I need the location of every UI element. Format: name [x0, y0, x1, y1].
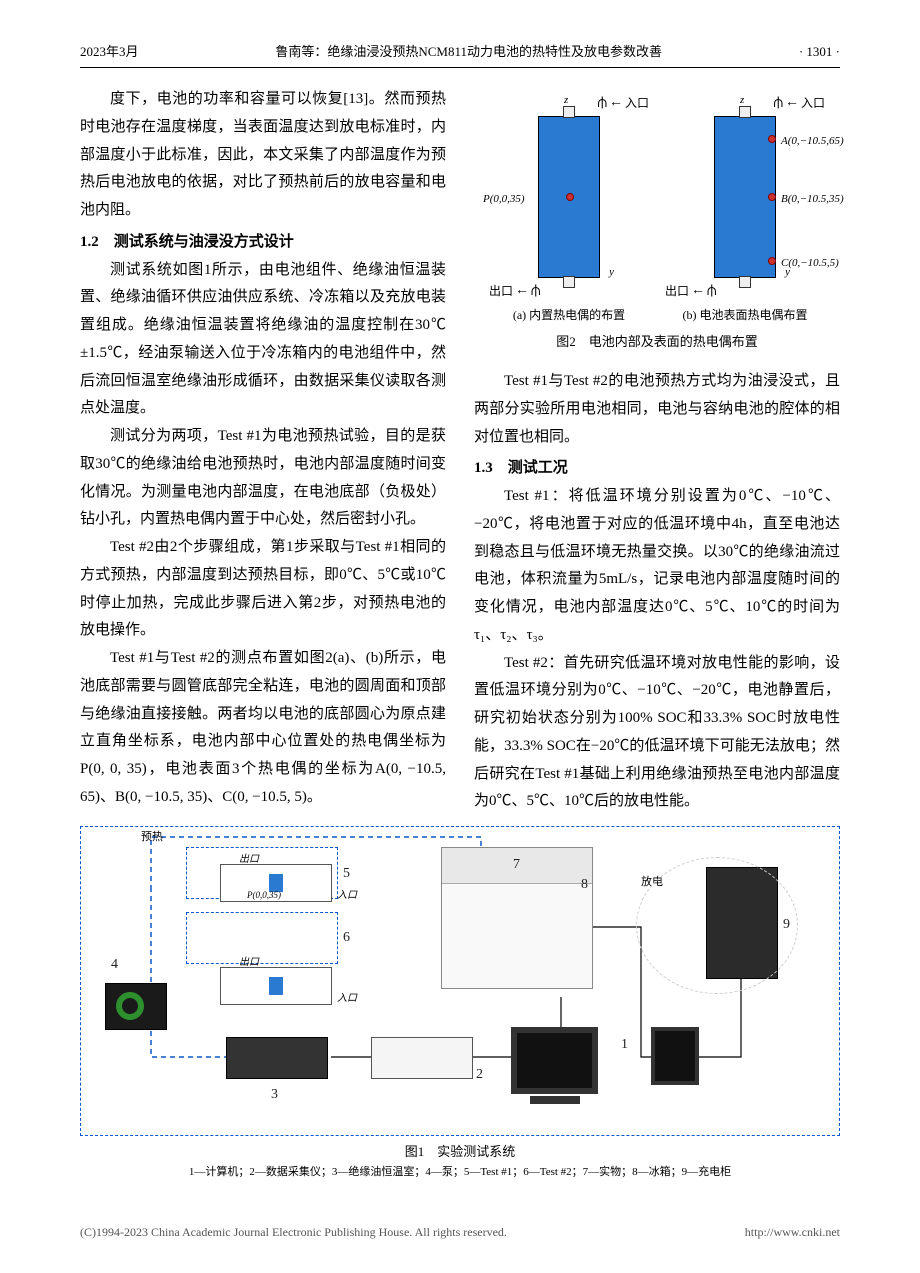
fig2b-caption: (b) 电池表面热电偶布置: [683, 304, 808, 326]
figure-1: 预热 出口 入口 P(0,0,35) 出口 入口 放电: [80, 826, 840, 1136]
fig1-legend: 1—计算机；2—数据采集仪；3—绝缘油恒温室；4—泵；5—Test #1；6—T…: [80, 1164, 840, 1181]
para: 测试系统如图1所示，由电池组件、绝缘油恒温装置、绝缘油循环供应油供应系统、冷冻箱…: [80, 257, 446, 424]
thermocouple-point: [566, 193, 574, 201]
page-footer: (C)1994-2023 China Academic Journal Elec…: [80, 1221, 840, 1243]
num-3: 3: [271, 1082, 278, 1108]
two-columns: 度下，电池的功率和容量可以恢复[13]。然而预热时电池存在温度梯度，当表面温度达…: [80, 86, 840, 816]
inlet-arrow-icon: ←: [609, 90, 623, 116]
para: Test #1与Test #2的测点布置如图2(a)、(b)所示，电池底部需要与…: [80, 645, 446, 812]
computer-icon: [511, 1027, 598, 1104]
spring-icon: ⫛: [597, 95, 607, 111]
num-2: 2: [476, 1062, 483, 1088]
axis-z: z: [740, 90, 744, 110]
section-1-2: 1.2 测试系统与油浸没方式设计: [80, 229, 446, 257]
out-lbl: 出口: [239, 954, 259, 973]
num-1: 1: [621, 1032, 628, 1058]
out-lbl: 出口: [239, 851, 259, 870]
outlet-arrow-icon: ←: [691, 278, 705, 304]
discharge-group: [636, 857, 798, 994]
in-lbl: 入口: [337, 990, 357, 1009]
page-header: 2023年3月 鲁南等：绝缘油浸没预热NCM811动力电池的热特性及放电参数改善…: [80, 40, 840, 68]
spring-icon: ⫛: [773, 95, 783, 111]
outlet-arrow-icon: ←: [515, 278, 529, 304]
point-A: A(0,−10.5,65): [781, 131, 844, 151]
para: Test #2由2个步骤组成，第1步采取与Test #1相同的方式预热，内部温度…: [80, 534, 446, 645]
axis-y: y: [785, 262, 790, 282]
battery-test2: 出口 入口: [220, 967, 332, 1005]
para: 测试分为两项，Test #1为电池预热试验，目的是获取30℃的绝缘油给电池预热时…: [80, 423, 446, 534]
left-column: 度下，电池的功率和容量可以恢复[13]。然而预热时电池存在温度梯度，当表面温度达…: [80, 86, 446, 816]
outlet-label: 出口: [489, 280, 513, 302]
copyright: (C)1994-2023 China Academic Journal Elec…: [80, 1221, 507, 1243]
fig2-panel-a: ⫛ ← 入口 P(0,0,35) z y 出口 ←: [489, 90, 649, 326]
axis-y: y: [609, 262, 614, 282]
P-lbl: P(0,0,35): [247, 887, 281, 904]
para: 度下，电池的功率和容量可以恢复[13]。然而预热时电池存在温度梯度，当表面温度达…: [80, 86, 446, 225]
header-date: 2023年3月: [80, 40, 139, 64]
inlet-arrow-icon: ←: [785, 90, 799, 116]
num-5: 5: [343, 861, 350, 887]
battery-b: A(0,−10.5,65) B(0,−10.5,35) C(0,−10.5,5): [714, 116, 776, 278]
num-7: 7: [513, 852, 520, 878]
pump-icon: [105, 983, 167, 1030]
inlet-label: 入口: [625, 92, 649, 114]
header-title: 鲁南等：绝缘油浸没预热NCM811动力电池的热特性及放电参数改善: [139, 40, 799, 64]
para: Test #2：首先研究低温环境对放电性能的影响，设置低温环境分别为0℃、−10…: [474, 650, 840, 817]
computer-tower-icon: [651, 1027, 699, 1085]
battery-test1: 出口 入口 P(0,0,35): [220, 864, 332, 902]
spring-icon: ⫛: [707, 283, 717, 299]
spring-icon: ⫛: [531, 283, 541, 299]
page: 2023年3月 鲁南等：绝缘油浸没预热NCM811动力电池的热特性及放电参数改善…: [0, 0, 920, 1273]
fig2-caption: 图2 电池内部及表面的热电偶布置: [474, 330, 840, 354]
section-1-3: 1.3 测试工况: [474, 455, 840, 483]
in-lbl: 入口: [337, 887, 357, 906]
fig1-caption: 图1 实验测试系统: [80, 1140, 840, 1164]
num-4: 4: [111, 952, 118, 978]
fig2-panel-b: ⫛ ← 入口 A(0,−10.5,65) B(0,−10.5,35) C(0,−…: [665, 90, 825, 326]
num-8: 8: [581, 872, 588, 898]
tc-B: [768, 193, 776, 201]
tc-C: [768, 257, 776, 265]
tc-A: [768, 135, 776, 143]
axis-z: z: [564, 90, 568, 110]
figure-2: ⫛ ← 入口 P(0,0,35) z y 出口 ←: [474, 90, 840, 326]
outlet-label: 出口: [665, 280, 689, 302]
num-9: 9: [783, 912, 790, 938]
fig2a-caption: (a) 内置热电偶的布置: [513, 304, 625, 326]
battery-a: P(0,0,35): [538, 116, 600, 278]
footer-url: http://www.cnki.net: [745, 1221, 840, 1243]
daq-icon: [371, 1037, 473, 1079]
point-B: B(0,−10.5,35): [781, 189, 844, 209]
test2-group: [186, 912, 338, 964]
header-pagenum: · 1301 ·: [799, 40, 840, 64]
para: Test #1与Test #2的电池预热方式均为油浸没式，且两部分实验所用电池相…: [474, 368, 840, 451]
point-P: P(0,0,35): [483, 189, 525, 209]
para: Test #1：将低温环境分别设置为0℃、−10℃、−20℃，将电池置于对应的低…: [474, 483, 840, 650]
oil-thermostat-icon: [226, 1037, 328, 1079]
preheat-label: 预热: [141, 827, 163, 847]
num-6: 6: [343, 925, 350, 951]
inlet-label: 入口: [801, 92, 825, 114]
right-column: ⫛ ← 入口 P(0,0,35) z y 出口 ←: [474, 86, 840, 816]
